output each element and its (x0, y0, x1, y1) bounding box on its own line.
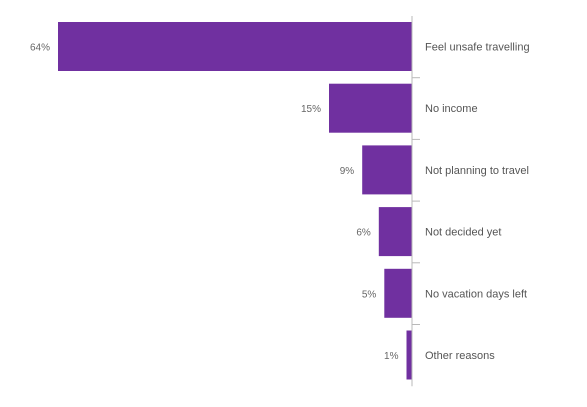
category-label: Not decided yet (425, 227, 501, 239)
bar (384, 268, 412, 318)
category-label: No vacation days left (425, 288, 527, 300)
bars-layer (58, 22, 412, 380)
value-label: 5% (362, 289, 377, 300)
bar (329, 83, 412, 133)
bar (362, 145, 412, 195)
value-label: 6% (356, 228, 371, 239)
category-label: Not planning to travel (425, 165, 529, 177)
category-label: Feel unsafe travelling (425, 42, 530, 54)
category-label: Other reasons (425, 350, 495, 362)
value-label: 15% (301, 104, 321, 115)
category-label: No income (425, 103, 478, 115)
bar (378, 207, 412, 257)
labels-layer: 64% Feel unsafe travelling 15% No income 9% N… (30, 42, 530, 363)
value-label: 64% (30, 43, 50, 54)
bar (58, 22, 412, 71)
value-label: 1% (384, 351, 399, 362)
bar (406, 330, 412, 380)
value-label: 9% (340, 166, 355, 177)
axis-layer (411, 16, 420, 387)
